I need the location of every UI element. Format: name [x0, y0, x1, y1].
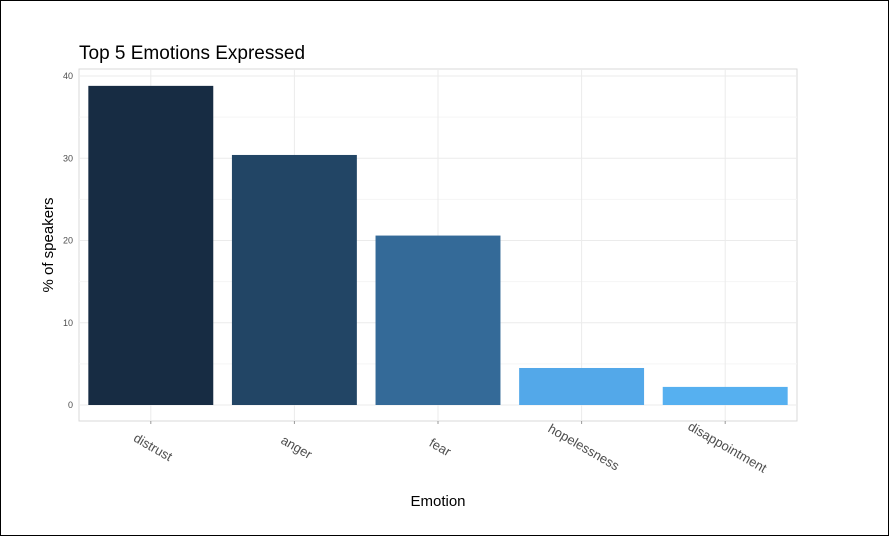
y-tick-label: 0	[68, 400, 73, 410]
x-tick-label-distrust: distrust	[131, 430, 175, 464]
bar-disappointment	[662, 386, 788, 405]
y-tick-label: 30	[63, 153, 73, 163]
x-tick-label-hopelessness: hopelessness	[546, 421, 623, 474]
x-tick-label-disappointment: disappointment	[686, 419, 770, 476]
y-axis-title: % of speakers	[40, 197, 57, 292]
y-tick-label: 40	[63, 71, 73, 81]
y-tick-label: 20	[63, 236, 73, 246]
y-ticks: 0 10 20 30 40	[63, 71, 73, 410]
x-tick-label-fear: fear	[427, 435, 454, 460]
bar-distrust	[88, 85, 214, 406]
bar-hopelessness	[519, 367, 645, 405]
chart-title: Top 5 Emotions Expressed	[79, 43, 305, 64]
y-tick-label: 10	[63, 318, 73, 328]
x-axis-title: Emotion	[410, 493, 465, 510]
x-tick-label-anger: anger	[279, 432, 316, 462]
bar-fear	[375, 235, 501, 405]
bars-group	[88, 85, 788, 406]
x-ticks: distrust anger fear hopelessness disappointm…	[131, 419, 770, 476]
bar-anger	[231, 154, 357, 405]
